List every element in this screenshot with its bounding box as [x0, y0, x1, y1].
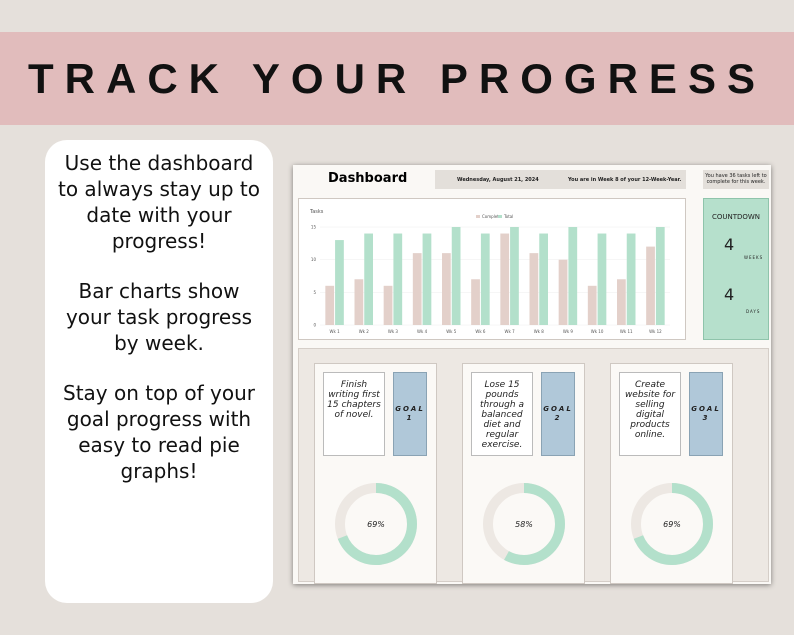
bar [335, 240, 344, 325]
goal-text: Finish writing first 15 chapters of nove… [323, 372, 385, 456]
legend-swatch [498, 215, 502, 218]
bar [558, 259, 568, 325]
bar [617, 279, 626, 325]
bar [500, 233, 510, 325]
goal-label: GOAL [543, 405, 573, 413]
y-tick-label: 5 [313, 290, 316, 295]
bar [510, 227, 519, 325]
bar [422, 233, 432, 325]
donut: 69% [335, 483, 417, 565]
weeks-number: 4 [724, 235, 735, 254]
banner-title: TRACK YOUR PROGRESS [28, 54, 766, 102]
goal-label: GOAL [395, 405, 425, 413]
bar [383, 285, 393, 325]
goal-label-box: GOAL 3 [689, 372, 723, 456]
bar [568, 227, 578, 325]
x-tick-label: Wk 7 [505, 329, 516, 334]
x-tick-label: Wk 6 [475, 329, 486, 334]
donut: 58% [483, 483, 565, 565]
bar [364, 233, 373, 325]
bar [354, 279, 364, 325]
bar [539, 233, 548, 325]
x-tick-label: Wk 3 [388, 329, 399, 334]
bar [471, 279, 480, 325]
goal-text: Create website for selling digital produ… [619, 372, 681, 456]
days-number: 4 [724, 285, 735, 304]
goal-number: 1 [406, 414, 414, 422]
y-tick-label: 10 [311, 257, 317, 262]
donut-label: 69% [663, 520, 681, 529]
bar [442, 253, 451, 325]
bar [646, 246, 655, 325]
x-tick-label: Wk 4 [417, 329, 428, 334]
bar [529, 253, 539, 325]
x-tick-label: Wk 10 [591, 329, 604, 334]
sidebar-card: Use the dashboard to always stay up to d… [45, 140, 273, 603]
x-tick-label: Wk 2 [359, 329, 370, 334]
goal-text: Lose 15 pounds through a balanced diet a… [471, 372, 533, 456]
donut: 69% [631, 483, 713, 565]
tasks-left: You have 36 tasks left to complete for t… [703, 170, 769, 189]
bar [412, 253, 422, 325]
goal-card: Lose 15 pounds through a balanced diet a… [462, 363, 585, 584]
goal-card: Finish writing first 15 chapters of nove… [314, 363, 437, 584]
bar [655, 227, 665, 325]
header-bar: Wednesday, August 21, 2024 You are in We… [435, 170, 686, 189]
weeks-label: WEEKS [744, 255, 764, 260]
sidebar-text: Stay on top of your goal progress with e… [63, 381, 255, 483]
bar [626, 233, 636, 325]
donut-arc [631, 483, 713, 565]
x-tick-label: Wk 11 [620, 329, 633, 334]
bar [393, 233, 403, 325]
x-tick-label: Wk 5 [446, 329, 457, 334]
bar-chart: Tasks 0 5 10 15 Complete Total Wk 1 Wk 2 Wk 3 Wk 4… [298, 198, 686, 340]
dashboard-title: Dashboard [328, 171, 408, 186]
goal-label-box: GOAL 2 [541, 372, 575, 456]
week-status: You are in Week 8 of your 12-Week-Year. [568, 177, 682, 183]
donut-label: 69% [367, 520, 385, 529]
goals-panel: Finish writing first 15 chapters of nove… [298, 348, 769, 584]
bar [451, 227, 461, 325]
countdown-title: COUNTDOWN [711, 213, 761, 221]
banner: TRACK YOUR PROGRESS [0, 32, 794, 125]
sidebar-text: Use the dashboard to always stay up to d… [58, 151, 260, 253]
days-label: DAYS [746, 309, 761, 314]
bar [587, 285, 597, 325]
chart-title: Tasks [309, 209, 324, 215]
goal-label-box: GOAL 1 [393, 372, 427, 456]
x-tick-label: Wk 1 [330, 329, 341, 334]
sidebar-text: Bar charts show your task progress by we… [65, 279, 253, 355]
x-tick-label: Wk 8 [534, 329, 545, 334]
goal-label: GOAL [691, 405, 721, 413]
legend-label: Total [503, 214, 513, 219]
legend-swatch [476, 215, 480, 218]
date: Wednesday, August 21, 2024 [457, 177, 539, 183]
dashboard: Dashboard Wednesday, August 21, 2024 You… [293, 165, 771, 584]
bar [480, 233, 490, 325]
bar [597, 233, 607, 325]
bar [325, 285, 335, 325]
legend-label: Complete [482, 214, 502, 219]
donut-arc [483, 483, 565, 565]
goal-number: 3 [702, 414, 710, 422]
donut-label: 58% [515, 520, 533, 529]
countdown: COUNTDOWN 4 WEEKS 4 DAYS [703, 198, 769, 340]
x-tick-label: Wk 12 [649, 329, 662, 334]
y-tick-label: 0 [313, 323, 316, 328]
x-tick-label: Wk 9 [563, 329, 574, 334]
y-tick-label: 15 [311, 225, 317, 230]
goal-card: Create website for selling digital produ… [610, 363, 733, 584]
donut-arc [335, 483, 417, 565]
goal-number: 2 [554, 414, 562, 422]
